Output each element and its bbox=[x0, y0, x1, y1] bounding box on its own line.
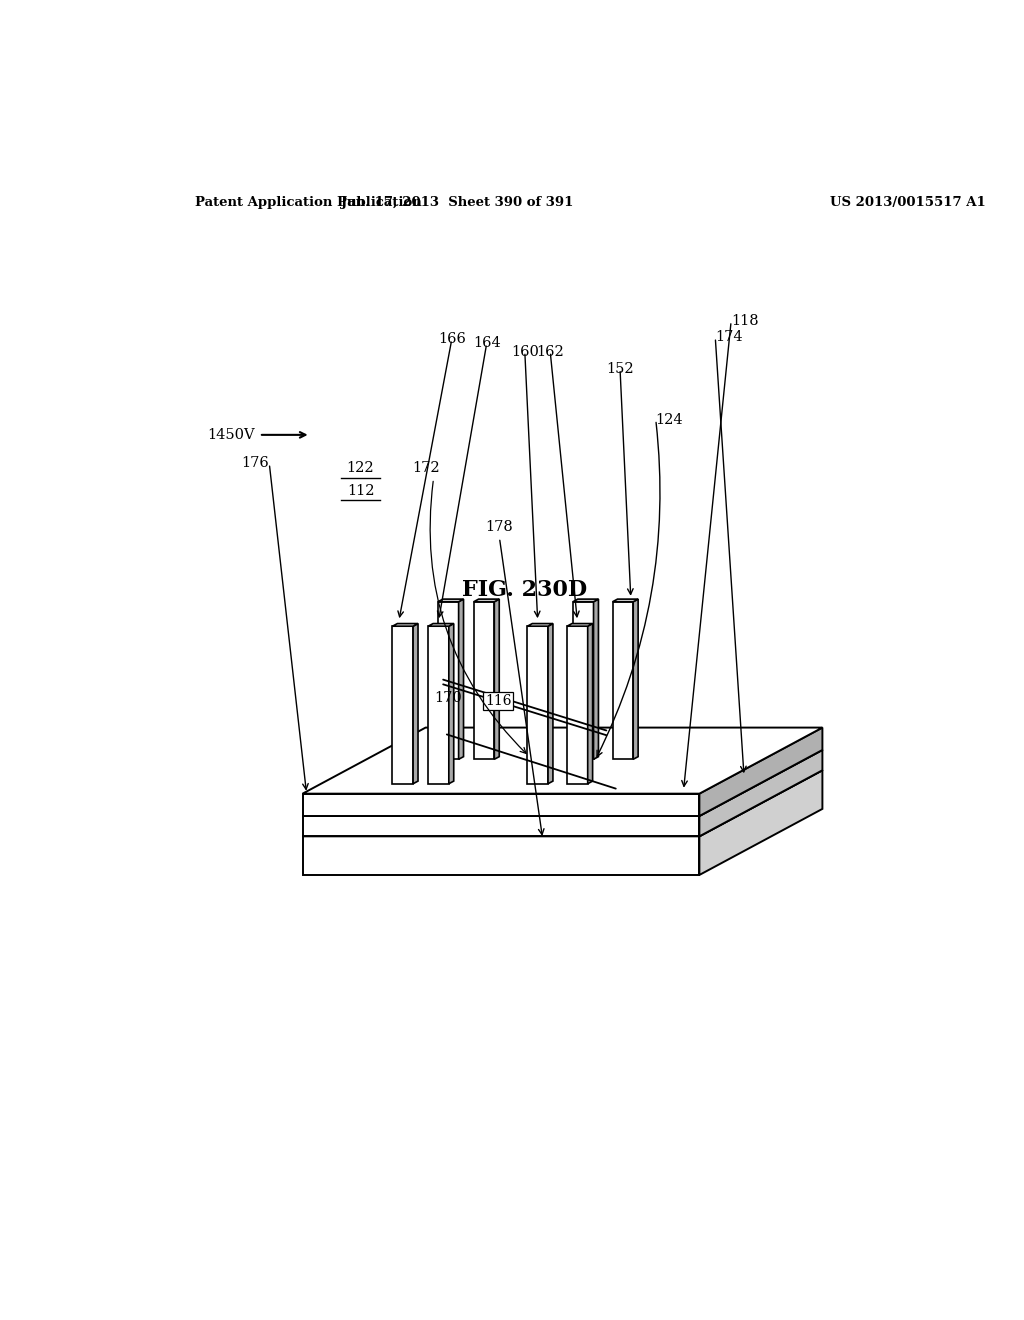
Polygon shape bbox=[548, 623, 553, 784]
Polygon shape bbox=[594, 599, 598, 759]
Text: Patent Application Publication: Patent Application Publication bbox=[196, 195, 422, 209]
Polygon shape bbox=[438, 599, 464, 602]
Polygon shape bbox=[527, 623, 553, 626]
Text: 164: 164 bbox=[473, 337, 501, 350]
Polygon shape bbox=[699, 727, 822, 816]
Text: 116: 116 bbox=[484, 694, 511, 708]
Text: 162: 162 bbox=[537, 345, 564, 359]
Polygon shape bbox=[474, 599, 500, 602]
Polygon shape bbox=[303, 771, 822, 837]
Text: 112: 112 bbox=[347, 483, 375, 498]
Text: 152: 152 bbox=[606, 362, 634, 376]
Polygon shape bbox=[612, 599, 638, 602]
Text: 176: 176 bbox=[242, 457, 269, 470]
Polygon shape bbox=[303, 793, 699, 816]
Text: 172: 172 bbox=[412, 462, 439, 475]
Polygon shape bbox=[572, 602, 594, 759]
Polygon shape bbox=[567, 626, 588, 784]
Text: 1450V: 1450V bbox=[207, 428, 255, 442]
Polygon shape bbox=[428, 623, 454, 626]
Polygon shape bbox=[459, 599, 464, 759]
Polygon shape bbox=[303, 837, 699, 875]
Polygon shape bbox=[474, 602, 495, 759]
Polygon shape bbox=[449, 623, 454, 784]
Polygon shape bbox=[699, 771, 822, 875]
Text: 122: 122 bbox=[347, 462, 375, 475]
Text: 160: 160 bbox=[511, 345, 539, 359]
Text: FIG. 230D: FIG. 230D bbox=[462, 579, 588, 602]
Polygon shape bbox=[699, 750, 822, 837]
Polygon shape bbox=[633, 599, 638, 759]
Text: 166: 166 bbox=[438, 333, 466, 346]
Polygon shape bbox=[303, 727, 822, 793]
Polygon shape bbox=[588, 623, 593, 784]
Text: Jan. 17, 2013  Sheet 390 of 391: Jan. 17, 2013 Sheet 390 of 391 bbox=[341, 195, 573, 209]
Polygon shape bbox=[392, 623, 418, 626]
Polygon shape bbox=[392, 626, 413, 784]
Polygon shape bbox=[438, 602, 459, 759]
Polygon shape bbox=[567, 623, 593, 626]
Polygon shape bbox=[612, 602, 633, 759]
Polygon shape bbox=[413, 623, 418, 784]
Polygon shape bbox=[428, 626, 449, 784]
Text: 118: 118 bbox=[731, 314, 759, 329]
Polygon shape bbox=[527, 626, 548, 784]
Polygon shape bbox=[303, 750, 822, 816]
Text: US 2013/0015517 A1: US 2013/0015517 A1 bbox=[830, 195, 986, 209]
Text: 170: 170 bbox=[434, 690, 462, 705]
Text: 178: 178 bbox=[485, 520, 513, 535]
Polygon shape bbox=[495, 599, 500, 759]
Polygon shape bbox=[303, 816, 699, 837]
Text: 174: 174 bbox=[715, 330, 742, 345]
Polygon shape bbox=[572, 599, 598, 602]
Text: 124: 124 bbox=[655, 413, 683, 426]
